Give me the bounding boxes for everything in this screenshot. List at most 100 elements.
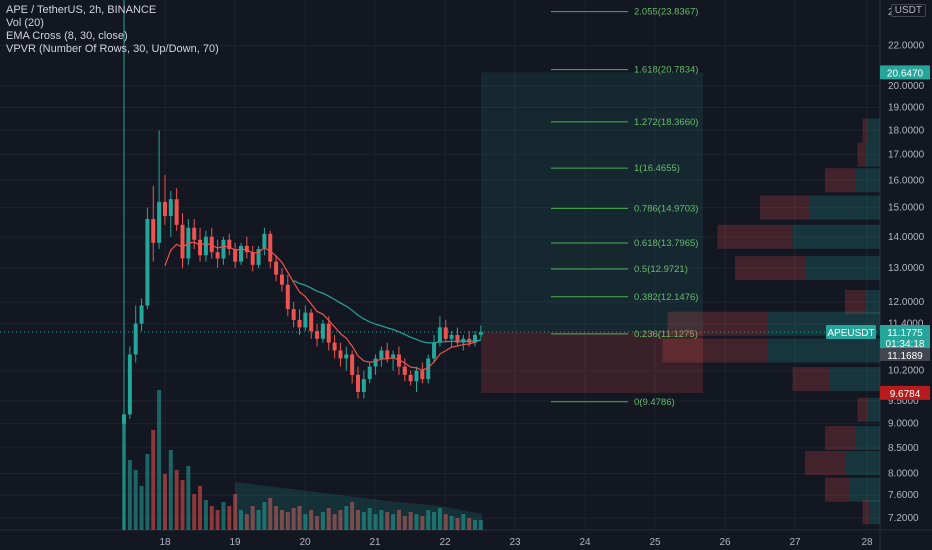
vpvr-legend[interactable]: VPVR (Number Of Rows, 30, Up/Down, 70) bbox=[6, 43, 219, 55]
volume-bar bbox=[461, 514, 466, 530]
volume-bar bbox=[239, 510, 243, 530]
volume-bar bbox=[391, 514, 396, 530]
volume-bar bbox=[455, 518, 460, 530]
price-axis[interactable]: 7.2000 7.6000 8.0000 8.5000 9.0000 9.5000 10.2… bbox=[888, 7, 925, 524]
vpvr-up-row bbox=[810, 195, 880, 220]
x-tick-label: 24 bbox=[579, 537, 591, 548]
volume-bar bbox=[432, 512, 437, 530]
candle-body bbox=[478, 331, 483, 335]
stop-price-badge-text: 9.6784 bbox=[890, 389, 921, 400]
vpvr-down-row bbox=[717, 224, 793, 249]
y-tick-label: 9.0000 bbox=[888, 419, 919, 430]
volume-bar bbox=[473, 520, 477, 530]
volume-bar bbox=[279, 510, 284, 530]
volume-bar bbox=[198, 486, 203, 530]
vpvr-up-row bbox=[805, 256, 880, 281]
candle-body bbox=[356, 374, 360, 392]
candle-body bbox=[361, 379, 366, 392]
volume-bar bbox=[350, 502, 355, 530]
fib-level-label: 1(16.4655) bbox=[634, 163, 680, 174]
candle-body bbox=[426, 358, 431, 380]
candle-body bbox=[385, 350, 390, 359]
volume-bar bbox=[215, 510, 220, 530]
y-tick-label: 18.0000 bbox=[888, 125, 925, 136]
vpvr-up-row bbox=[865, 289, 880, 314]
candle-body bbox=[162, 201, 167, 217]
volume-bar bbox=[291, 508, 296, 530]
ema-legend[interactable]: EMA Cross (8, 30, close) bbox=[6, 30, 128, 42]
fibonacci-extension[interactable]: 2.055(23.8367) 1.618(20.7834) 1.272(18.366… bbox=[551, 7, 698, 408]
candle-body bbox=[145, 219, 150, 306]
candle-body bbox=[239, 245, 243, 262]
stop-price-badge bbox=[880, 385, 930, 400]
candle-body bbox=[168, 199, 173, 217]
time-axis[interactable]: 18 19 20 21 22 23 24 25 26 27 28 bbox=[159, 537, 873, 548]
candle-body bbox=[285, 284, 290, 310]
candle-body bbox=[198, 239, 203, 256]
volume-bar bbox=[157, 390, 162, 530]
x-tick-label: 26 bbox=[719, 537, 731, 548]
candle-body bbox=[443, 327, 448, 339]
volume-bar bbox=[209, 506, 214, 530]
y-tick-label: 12.0000 bbox=[888, 297, 925, 308]
volume-bar bbox=[174, 470, 179, 530]
volume-bar bbox=[139, 486, 144, 530]
vpvr-down-row bbox=[667, 311, 768, 336]
volume-bar bbox=[344, 506, 349, 530]
volume-bar bbox=[420, 516, 425, 530]
candle-body bbox=[408, 374, 413, 382]
vpvr-down-row bbox=[857, 142, 865, 167]
x-tick-label: 28 bbox=[861, 537, 873, 548]
volume-bar bbox=[233, 494, 238, 530]
vpvr-up-row bbox=[855, 426, 880, 451]
volume-bar bbox=[309, 510, 314, 530]
currency-badge[interactable]: USDT bbox=[890, 4, 926, 17]
vpvr-down-row bbox=[825, 477, 850, 502]
y-tick-label: 17.0000 bbox=[888, 150, 925, 161]
chart-legend: APE / TetherUS, 2h, BINANCE Vol (20) EMA… bbox=[6, 4, 219, 56]
volume-bar bbox=[373, 514, 378, 530]
volume-bar bbox=[303, 514, 308, 530]
loss-zone bbox=[481, 332, 703, 393]
volume-ma-area bbox=[235, 482, 482, 530]
volume-bar bbox=[332, 514, 337, 530]
candle-body bbox=[373, 358, 378, 367]
y-tick-label: 11.4000 bbox=[888, 319, 924, 330]
y-tick-label: 9.5000 bbox=[888, 396, 919, 407]
fib-level-label: 0(9.4786) bbox=[634, 397, 675, 408]
candle-body bbox=[396, 354, 401, 367]
vpvr-down-row bbox=[735, 256, 805, 281]
vpvr-down-row bbox=[662, 338, 768, 363]
volume-bar bbox=[285, 512, 290, 530]
long-position-tool[interactable] bbox=[481, 72, 703, 393]
y-tick-label: 16.0000 bbox=[888, 175, 925, 186]
y-tick-label: 8.0000 bbox=[888, 469, 919, 480]
fib-level-label: 0.382(12.1476) bbox=[634, 292, 698, 303]
candle-body bbox=[221, 239, 226, 259]
candle-body bbox=[215, 252, 220, 259]
volume-bar bbox=[250, 506, 255, 530]
candle-body bbox=[291, 309, 296, 320]
vpvr-up-row bbox=[792, 224, 880, 249]
volume-bar bbox=[402, 516, 407, 530]
target-price-badge bbox=[880, 65, 930, 80]
candle-body bbox=[391, 354, 396, 359]
candle-body bbox=[157, 201, 162, 243]
x-tick-label: 23 bbox=[509, 537, 521, 548]
volume-bar bbox=[437, 508, 442, 530]
volume-bar bbox=[274, 506, 279, 530]
candle-body bbox=[338, 350, 343, 359]
vpvr-up-row bbox=[845, 451, 880, 476]
candle-body bbox=[315, 331, 320, 339]
ema-price-badge-text: 11.1689 bbox=[887, 351, 923, 362]
candle-body bbox=[473, 334, 477, 343]
symbol-legend[interactable]: APE / TetherUS, 2h, BINANCE bbox=[6, 4, 157, 16]
volume-bar bbox=[168, 450, 173, 530]
volume-bar bbox=[180, 480, 185, 530]
vpvr-down-row bbox=[805, 451, 845, 476]
y-tick-label: 8.5000 bbox=[888, 443, 919, 454]
volume-legend[interactable]: Vol (20) bbox=[6, 17, 44, 29]
